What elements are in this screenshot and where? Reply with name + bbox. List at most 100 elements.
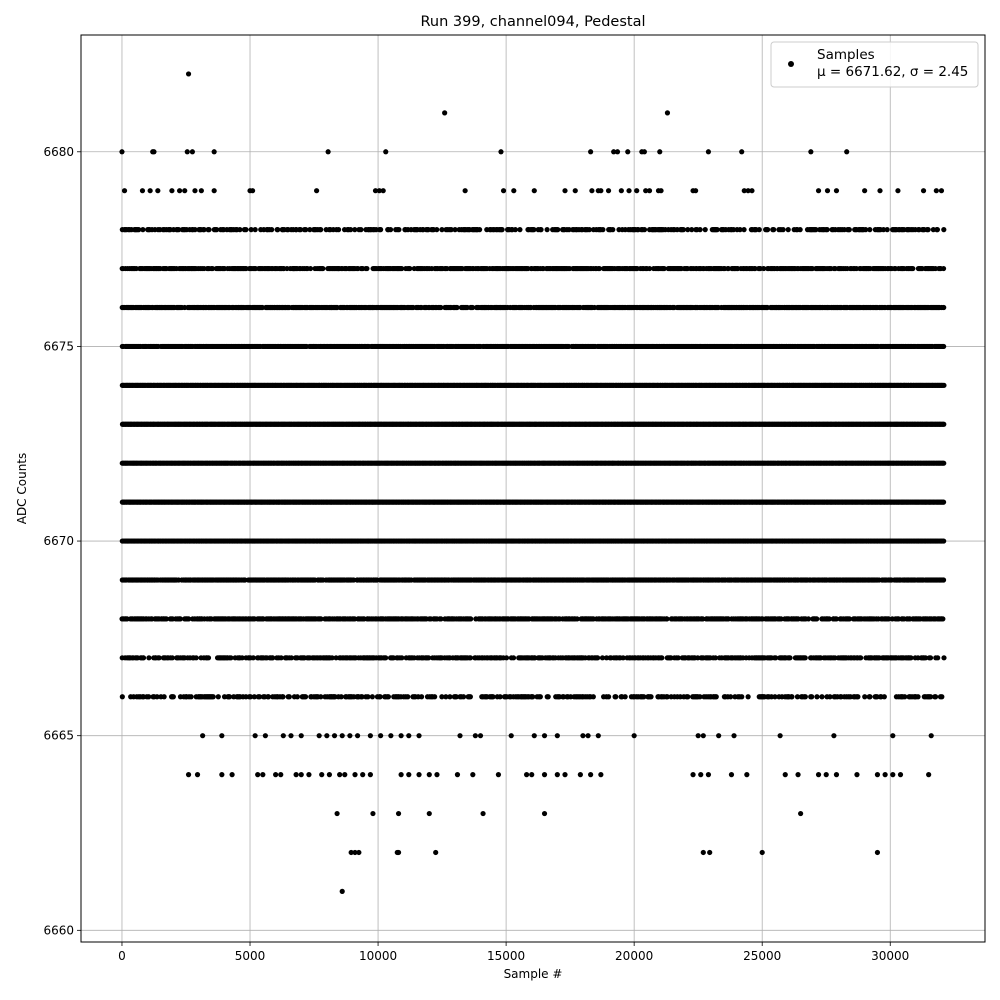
sample-point [712,655,719,661]
sample-point [250,655,256,661]
sample-point [265,694,272,700]
sample-point [927,694,934,700]
sample-point [778,616,784,622]
sample-point [154,694,160,700]
sample-point [858,655,864,661]
sample-point [170,694,176,700]
sample-point [814,694,820,700]
sample-point [210,694,216,700]
sample-point [215,694,221,700]
sample-point [922,655,929,661]
sample-point [156,655,162,661]
sample-point [605,694,612,700]
sample-point [318,616,324,622]
sample-level-6668 [119,616,946,622]
sample-point [833,616,839,622]
sample-point [855,694,861,700]
sample-point [447,694,453,700]
sample-point [460,694,467,700]
sample-point [377,694,383,700]
sample-point [940,577,947,583]
sample-point [659,655,665,661]
sample-point [453,694,459,700]
sample-point [468,616,474,622]
sample-point [664,694,670,700]
sample-point [226,694,233,700]
sample-point [932,694,939,700]
sample-point [497,694,503,700]
sample-point [613,694,619,700]
sample-point [789,694,795,700]
sample-point [941,460,947,466]
sample-point [186,616,192,622]
sample-point [805,616,812,622]
sample-point [787,655,793,661]
sample-point [369,694,375,700]
sample-point [163,616,170,622]
sample-point [288,655,295,661]
sample-point [205,655,212,661]
sample-point [247,694,254,700]
sample-point [146,694,152,700]
sample-point [685,694,691,700]
sample-point [940,499,947,505]
sample-point [846,616,853,622]
sample-point [935,655,941,661]
sample-point [739,694,745,700]
sample-point [530,694,536,700]
sample-point [278,655,284,661]
sample-point [697,694,703,700]
sample-point [385,694,392,700]
sample-point [119,694,125,700]
sample-point [927,655,934,661]
sample-point [161,694,167,700]
sample-point [773,655,779,661]
sample-point [438,616,444,622]
sample-level-6666 [119,694,945,700]
sample-point [439,694,445,700]
sample-point [294,694,300,700]
sample-point [819,694,825,700]
sample-point [365,694,371,700]
sample-point [595,655,601,661]
sample-point [467,655,474,661]
sample-point [329,655,335,661]
sample-point [802,694,808,700]
sample-point [622,694,628,700]
sample-point [940,616,946,622]
sample-point [641,694,647,700]
sample-point [432,694,438,700]
sample-level-6672 [119,460,947,466]
sample-point [359,694,365,700]
sample-point [802,655,808,661]
sample-point [503,655,510,661]
sample-point [713,694,719,700]
sample-point [286,694,292,700]
sample-point [177,616,183,622]
sample-point [728,694,734,700]
sample-point [648,694,654,700]
sample-point [827,694,833,700]
sample-point [318,694,324,700]
sample-point [902,694,908,700]
sample-point [537,694,543,700]
sample-point [338,694,344,700]
sample-level-6670 [119,538,947,544]
sample-point [418,694,425,700]
sample-point [675,655,681,661]
sample-point [574,616,580,622]
sample-point [809,694,815,700]
sample-point [193,655,199,661]
sample-point [881,694,887,700]
sample-point [140,655,147,661]
sample-point [620,655,626,661]
sample-point [915,694,921,700]
sample-point [599,655,606,661]
sample-point [939,694,945,700]
sample-point [383,655,389,661]
sample-point [270,655,276,661]
sample-point [664,616,670,622]
sample-level-6673 [119,421,947,427]
sample-point [745,694,751,700]
